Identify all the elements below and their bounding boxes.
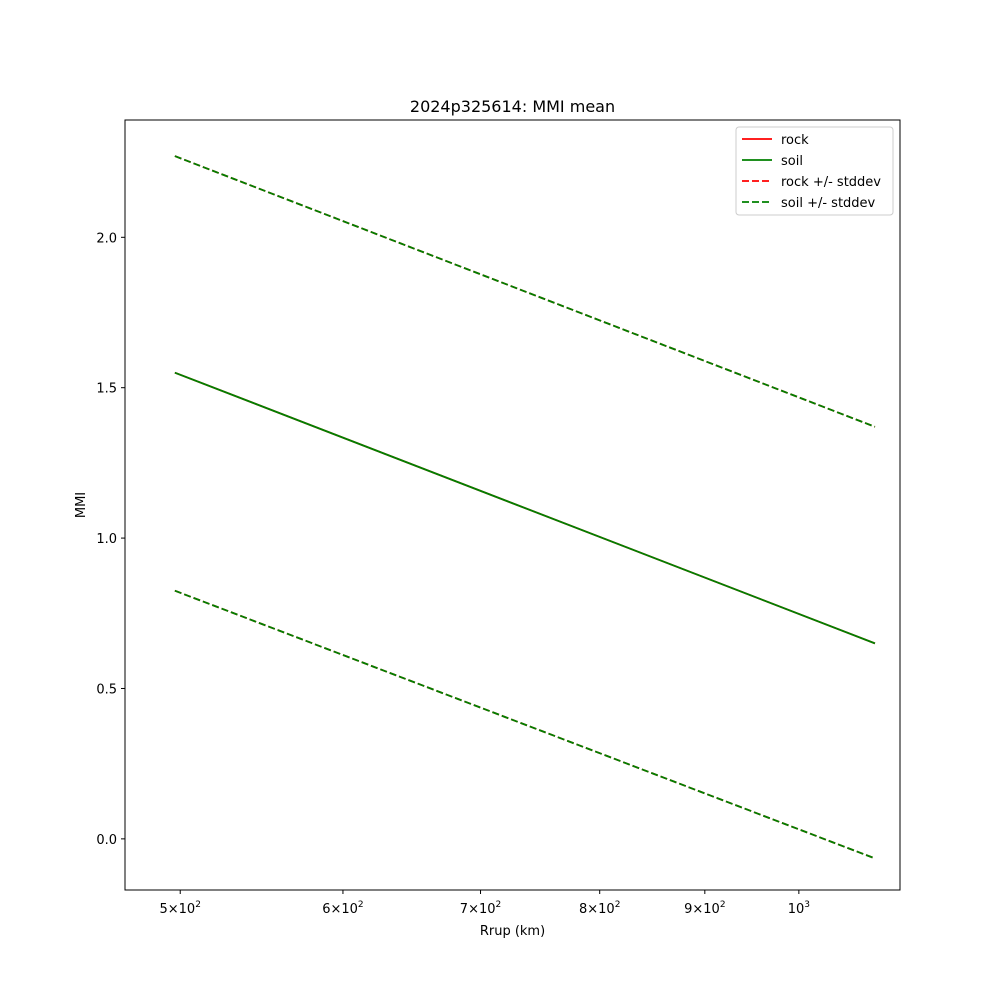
y-tick-label: 1.5 [96, 382, 117, 397]
y-tick-label: 1.0 [96, 532, 117, 547]
y-tick-label: 2.0 [96, 231, 117, 246]
legend-label-rock-stddev: rock +/- stddev [781, 175, 881, 190]
series-line-soil-stddev-lower [174, 589, 876, 860]
y-tick-label: 0.5 [96, 682, 117, 697]
legend-label-soil-stddev: soil +/- stddev [781, 196, 876, 211]
legend-label-soil: soil [781, 154, 803, 169]
y-axis-label: MMI [74, 492, 89, 518]
x-tick-label: 103 [788, 900, 810, 917]
series-line-soil-stddev-upper [174, 155, 876, 428]
series-line-soil [174, 371, 876, 645]
chart-title: 2024p325614: MMI mean [410, 97, 615, 116]
x-tick-label: 8×102 [579, 900, 620, 917]
x-tick-label: 6×102 [322, 900, 363, 917]
x-tick-label: 5×102 [159, 900, 200, 917]
legend: rock soil rock +/- stddev soil +/- stddev [735, 126, 894, 216]
plot-area [174, 155, 876, 860]
y-tick-label: 0.0 [96, 833, 117, 848]
legend-label-rock: rock [781, 133, 809, 148]
legend-box [735, 126, 894, 216]
x-axis-label: Rrup (km) [480, 924, 545, 939]
x-tick-label: 9×102 [684, 900, 725, 917]
y-axis: 0.0 0.5 1.0 1.5 2.0 [96, 231, 125, 848]
x-axis: 5×102 6×102 7×102 8×102 9×102 103 [159, 890, 810, 917]
plot-frame [124, 119, 901, 891]
x-tick-label: 7×102 [460, 900, 501, 917]
